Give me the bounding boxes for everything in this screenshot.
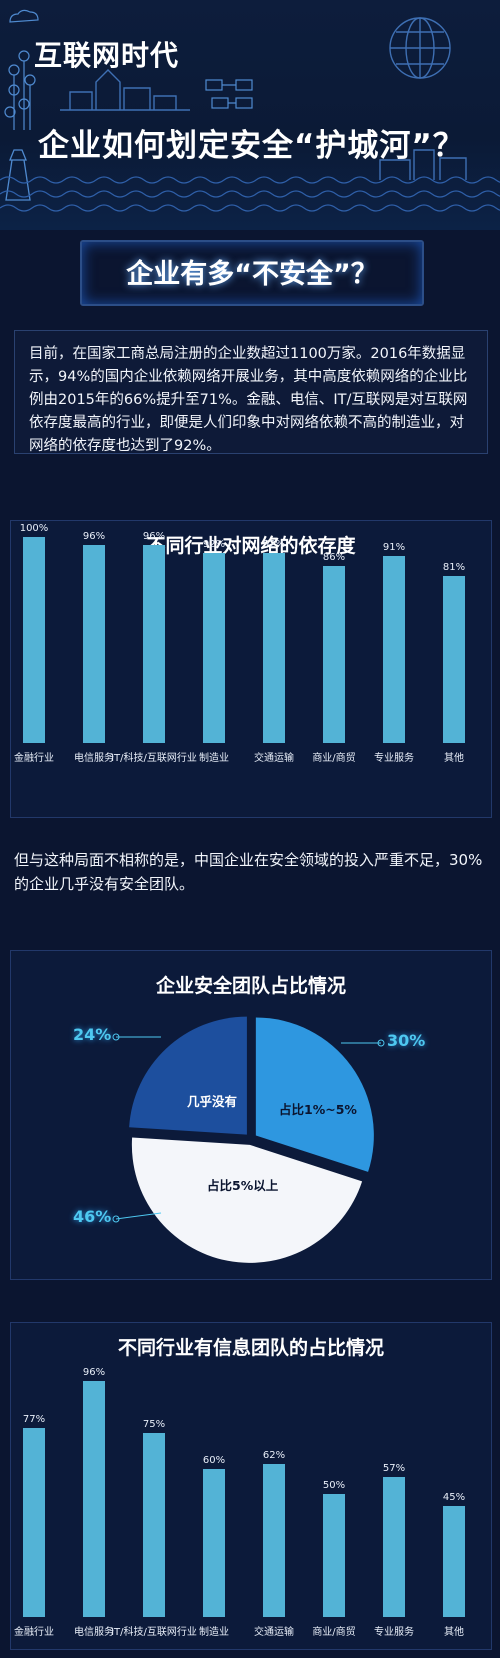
pie-leader-dot-0	[112, 1033, 120, 1041]
bar-5	[323, 1494, 345, 1617]
bar-2	[143, 1432, 165, 1617]
pie-label-2: 占比5%以上	[207, 1178, 279, 1193]
bar-category-label-1: 电信服务	[74, 753, 114, 764]
pie-pct-2: 46%	[73, 1207, 112, 1226]
bar-category-label-7: 其他	[444, 753, 464, 764]
section-title-frame: 企业有多“不安全”？	[80, 240, 424, 306]
note-text: 但与这种局面不相称的是，中国企业在安全领域的投入严重不足，30%的企业几乎没有安…	[14, 851, 483, 893]
bar-category-label-2: IT/科技/互联网行业	[111, 1627, 197, 1638]
header-banner: 互联网时代 企业如何划定安全“护城河”？	[0, 0, 500, 230]
pie-slice-2	[131, 1137, 363, 1263]
bar-2	[143, 545, 165, 743]
intro-text: 目前，在国家工商总局注册的企业数超过1100万家。2016年数据显示，94%的国…	[29, 346, 468, 454]
bar-6	[383, 1476, 405, 1617]
intro-box: 目前，在国家工商总局注册的企业数超过1100万家。2016年数据显示，94%的国…	[14, 330, 488, 454]
pie-label-0: 几乎没有	[187, 1094, 238, 1109]
bar-value-label-0: 77%	[22, 1413, 46, 1425]
bar-value-label-3: 60%	[202, 1455, 226, 1467]
bar-1	[83, 545, 105, 743]
pie-label-1: 占比1%~5%	[279, 1102, 357, 1117]
pie-slice-1	[255, 1017, 374, 1172]
bar-0	[23, 537, 45, 743]
bar-category-label-3: 制造业	[199, 753, 229, 764]
bar-value-label-1: 96%	[82, 531, 106, 543]
bar-4	[263, 553, 285, 743]
bar-value-label-2: 75%	[142, 1418, 166, 1430]
bar-category-label-4: 交通运输	[254, 1627, 294, 1638]
bar-value-label-3: 92%	[202, 539, 226, 551]
pie-pct-1: 30%	[387, 1031, 426, 1050]
bar-category-label-0: 金融行业	[14, 753, 54, 764]
chart3-title: 不同行业有信息团队的占比情况	[117, 1337, 384, 1359]
bar-category-label-6: 专业服务	[374, 1627, 414, 1638]
bar-category-label-2: IT/科技/互联网行业	[111, 753, 197, 764]
bar-value-label-7: 81%	[442, 562, 466, 574]
bar-category-label-0: 金融行业	[14, 1627, 54, 1638]
chart2-title: 企业安全团队占比情况	[155, 975, 346, 997]
bar-value-label-6: 57%	[382, 1462, 406, 1474]
chart1-panel: 不同行业对网络的依存度 100% 金融行业 96% 电信服务 96% IT/科技/互联网行…	[10, 520, 492, 818]
bar-category-label-3: 制造业	[199, 1627, 229, 1638]
bar-value-label-5: 50%	[322, 1480, 346, 1491]
bar-value-label-2: 96%	[142, 531, 166, 543]
bar-3	[203, 1469, 225, 1617]
bar-value-label-5: 86%	[322, 551, 346, 563]
bar-category-label-1: 电信服务	[74, 1627, 114, 1638]
bar-5	[323, 565, 345, 743]
bar-value-label-0: 100%	[19, 523, 49, 534]
chart1-title: 不同行业对网络的依存度	[146, 535, 356, 557]
bar-7	[443, 576, 465, 743]
bar-6	[383, 555, 405, 743]
bar-category-label-5: 商业/商贸	[312, 753, 356, 764]
header-illustration	[0, 9, 500, 212]
pie-chart	[112, 1016, 385, 1263]
section-title: 企业有多“不安全”？	[126, 259, 378, 290]
bar-category-label-7: 其他	[444, 1627, 464, 1638]
bar-value-label-4: 62%	[262, 1450, 286, 1462]
bar-7	[443, 1506, 465, 1617]
chart3-panel: 不同行业有信息团队的占比情况 77% 金融行业 96% 电信服务 75% IT/科技/互联…	[10, 1322, 492, 1650]
pie-leader-dot-1	[377, 1039, 385, 1047]
pie-pct-0: 24%	[73, 1025, 112, 1044]
bar-1	[83, 1380, 105, 1617]
bar-4	[263, 1464, 285, 1617]
bar-category-label-6: 专业服务	[374, 753, 414, 764]
bar-value-label-6: 91%	[382, 541, 406, 553]
chart2-panel: 企业安全团队占比情况 24% 30% 46% 几乎没有 占比1%~5% 占比5%…	[10, 950, 492, 1280]
bar-0	[23, 1427, 45, 1617]
pie-slice-0	[129, 1016, 247, 1135]
bar-value-label-7: 45%	[442, 1492, 466, 1504]
pie-leader-dot-2	[112, 1215, 120, 1223]
bar-category-label-4: 交通运输	[254, 753, 294, 764]
header-title-line2: 企业如何划定安全“护城河”？	[38, 128, 465, 164]
pie-leader-line-2	[115, 1212, 162, 1220]
bar-category-label-5: 商业/商贸	[312, 1627, 356, 1638]
header-title-line1: 互联网时代	[34, 39, 180, 72]
bar-3	[203, 553, 225, 743]
bar-value-label-4: 92%	[262, 539, 286, 551]
bar-value-label-1: 96%	[82, 1366, 106, 1378]
